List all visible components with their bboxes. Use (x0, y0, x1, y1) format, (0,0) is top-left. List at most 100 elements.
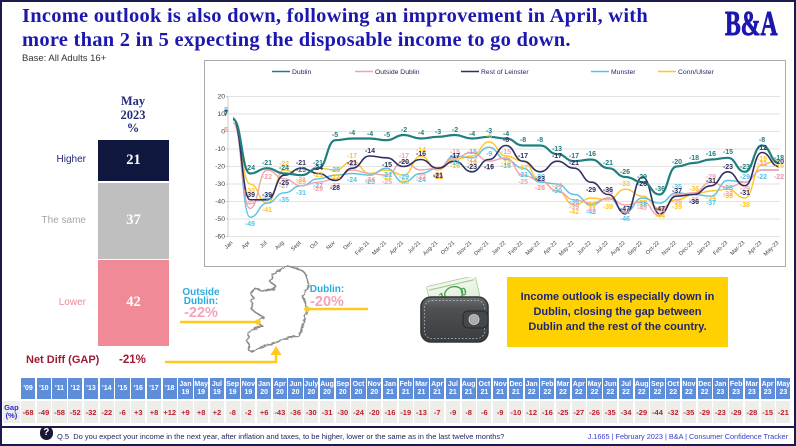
svg-text:-16: -16 (416, 151, 426, 158)
svg-text:Apr-22: Apr-22 (542, 240, 558, 256)
svg-text:-5: -5 (384, 132, 390, 139)
svg-text:-37: -37 (706, 200, 716, 207)
svg-text:-42: -42 (586, 209, 596, 216)
svg-text:May-22: May-22 (558, 240, 575, 257)
svg-text:-4: -4 (349, 130, 355, 137)
svg-text:-15: -15 (382, 162, 392, 169)
svg-text:-4: -4 (469, 131, 475, 138)
svg-text:-28: -28 (535, 185, 545, 192)
svg-text:Mar-22: Mar-22 (525, 240, 542, 257)
svg-text:May-23: May-23 (763, 240, 780, 257)
svg-text:-16: -16 (706, 151, 716, 158)
svg-text:5: 5 (224, 127, 228, 134)
svg-text:-29: -29 (399, 174, 409, 181)
svg-text:-4: -4 (418, 130, 424, 137)
svg-text:-22: -22 (330, 174, 340, 181)
svg-text:-29: -29 (313, 186, 323, 193)
svg-text:-24: -24 (416, 177, 426, 184)
svg-text:-29: -29 (740, 186, 750, 193)
svg-text:5: 5 (224, 127, 228, 134)
svg-text:-8: -8 (503, 137, 509, 144)
svg-text:0: 0 (459, 286, 468, 299)
svg-text:-38: -38 (603, 189, 613, 196)
svg-text:20: 20 (217, 94, 225, 101)
svg-text:-21: -21 (433, 172, 443, 179)
svg-text:Rest of Leinster: Rest of Leinster (481, 69, 529, 76)
svg-text:-21: -21 (518, 172, 528, 179)
svg-text:-14: -14 (467, 160, 477, 167)
svg-text:-15: -15 (450, 149, 460, 156)
svg-text:-44: -44 (245, 200, 255, 207)
svg-text:-5: -5 (332, 132, 338, 139)
svg-text:-31: -31 (706, 178, 716, 185)
svg-text:-24: -24 (347, 177, 357, 184)
svg-text:-36: -36 (672, 199, 682, 206)
svg-text:-21: -21 (433, 173, 443, 180)
svg-text:-25: -25 (296, 167, 306, 174)
svg-text:-22: -22 (416, 174, 426, 181)
svg-text:-22: -22 (774, 174, 784, 181)
svg-text:Aug-21: Aug-21 (422, 240, 439, 257)
svg-text:-18: -18 (689, 155, 699, 162)
svg-text:-18: -18 (774, 155, 784, 162)
svg-text:-2: -2 (452, 127, 458, 134)
svg-text:-20: -20 (399, 159, 409, 166)
svg-text:-34: -34 (552, 183, 562, 190)
svg-text:-49: -49 (245, 221, 255, 228)
svg-text:-33: -33 (620, 181, 630, 188)
svg-text:-16: -16 (450, 163, 460, 170)
svg-text:-24: -24 (245, 165, 255, 172)
svg-text:-22: -22 (382, 174, 392, 181)
svg-text:-17: -17 (450, 153, 460, 160)
svg-text:Apr: Apr (241, 240, 251, 250)
svg-text:-24: -24 (279, 165, 289, 172)
svg-text:-12: -12 (757, 145, 767, 152)
svg-text:Apr-23: Apr-23 (747, 240, 763, 256)
svg-text:-38: -38 (603, 189, 613, 196)
svg-text:Jun-22: Jun-22 (576, 240, 592, 256)
svg-text:-15: -15 (501, 149, 511, 156)
svg-text:-38: -38 (740, 202, 750, 209)
svg-text:-25: -25 (382, 179, 392, 186)
svg-text:-14: -14 (416, 147, 426, 154)
svg-text:Nov-21: Nov-21 (456, 240, 473, 257)
svg-text:-21: -21 (296, 160, 306, 167)
svg-text:-14: -14 (501, 160, 511, 167)
svg-text:-31: -31 (296, 190, 306, 197)
svg-text:-24: -24 (365, 177, 375, 184)
svg-text:Aug-22: Aug-22 (610, 240, 627, 257)
svg-text:Oct-22: Oct-22 (645, 240, 661, 256)
svg-text:Sep-22: Sep-22 (627, 240, 644, 257)
svg-text:Jan: Jan (224, 240, 235, 251)
svg-text:-29: -29 (535, 174, 545, 181)
svg-text:Aug: Aug (274, 240, 285, 251)
svg-text:-39: -39 (569, 204, 579, 211)
svg-text:-21: -21 (347, 160, 357, 167)
svg-text:-41: -41 (262, 195, 272, 202)
svg-text:-38: -38 (586, 202, 596, 209)
svg-text:-22: -22 (757, 174, 767, 181)
svg-text:-14: -14 (450, 160, 460, 167)
svg-text:-31: -31 (296, 177, 306, 184)
svg-text:-25: -25 (365, 179, 375, 186)
svg-text:-23: -23 (723, 164, 733, 171)
svg-text:-15: -15 (467, 149, 477, 156)
svg-text:-17: -17 (399, 153, 409, 160)
svg-text:10: 10 (217, 111, 225, 118)
svg-text:-24: -24 (365, 177, 375, 184)
svg-text:-3: -3 (486, 128, 492, 135)
svg-text:-15: -15 (723, 149, 733, 156)
svg-text:-29: -29 (706, 174, 716, 181)
svg-text:-21: -21 (313, 160, 323, 167)
svg-text:-39: -39 (603, 204, 613, 211)
svg-text:-30: -30 (552, 188, 562, 195)
svg-text:-17: -17 (518, 165, 528, 172)
svg-text:Jan-22: Jan-22 (491, 240, 507, 256)
svg-text:Dec-22: Dec-22 (678, 240, 695, 257)
svg-text:-17: -17 (518, 153, 528, 160)
svg-text:-29: -29 (637, 174, 647, 181)
svg-text:Dublin: Dublin (292, 69, 311, 76)
svg-text:-22: -22 (279, 161, 289, 168)
svg-text:Nov: Nov (326, 240, 337, 251)
svg-text:Dec-21: Dec-21 (473, 240, 490, 257)
